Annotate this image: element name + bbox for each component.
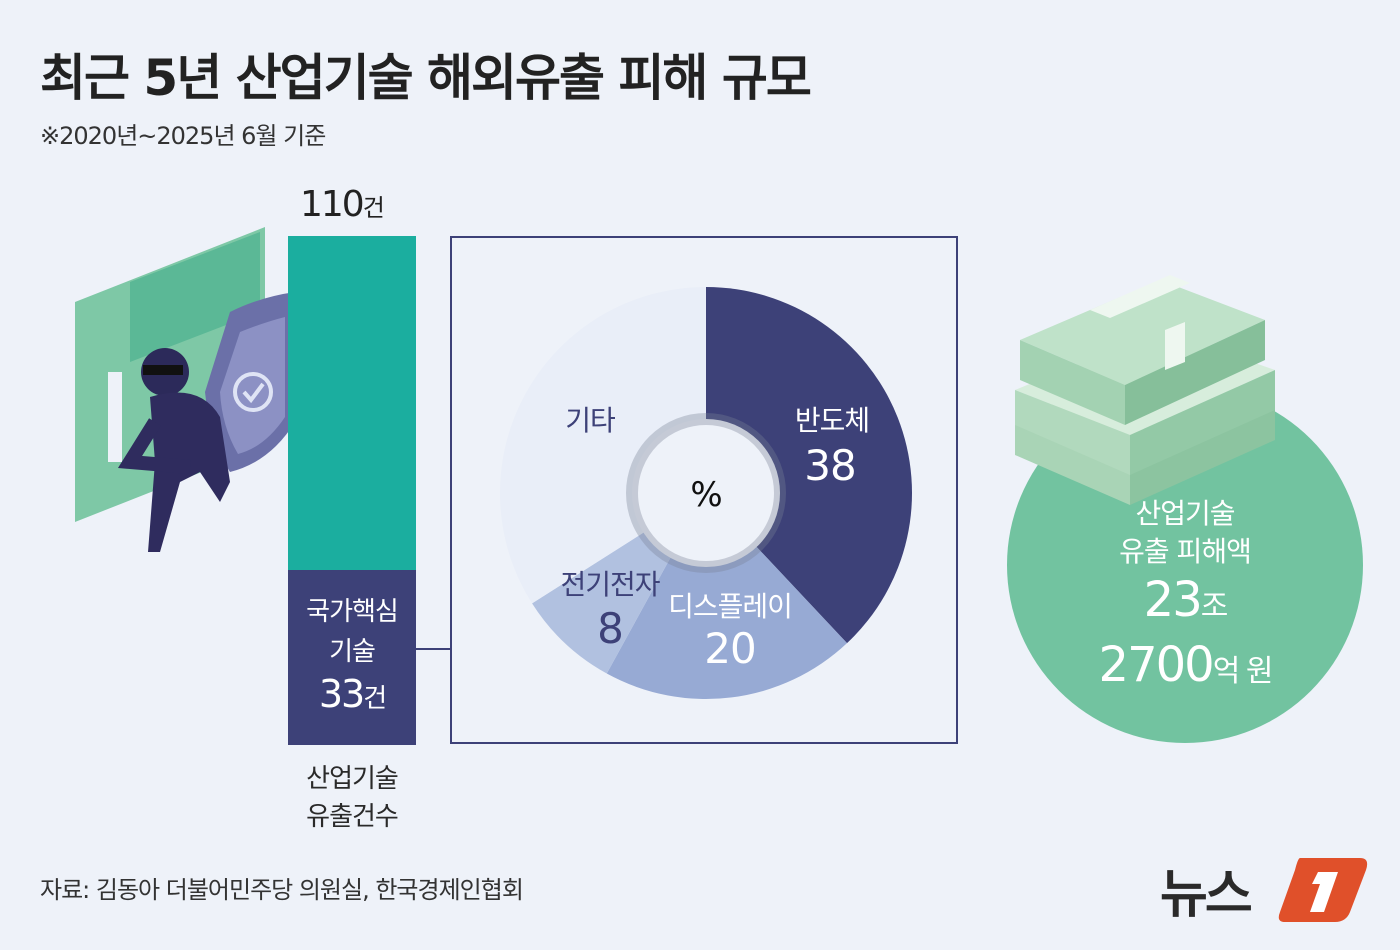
money-stack-illustration (1015, 275, 1275, 505)
damage-unit-1: 조 (1200, 589, 1229, 624)
safe-panel (130, 232, 260, 362)
pie-chart-box: % 반도체 38 디스플레이 20 전기전자 8 기타 (450, 236, 958, 744)
thief-mask (143, 365, 183, 375)
thief-illustration (75, 227, 295, 552)
bar-total-label: 110건 (300, 184, 385, 225)
damage-label-1: 산업기술 (1135, 497, 1235, 530)
pie-center-hole (626, 413, 786, 573)
bar-total-value: 110 (300, 184, 365, 225)
pie-slice-1 (606, 493, 848, 699)
page-title: 최근 5년 산업기술 해외유출 피해 규모 (40, 49, 812, 107)
check-circle-icon (233, 372, 273, 412)
damage-value-2: 2700 (1098, 637, 1215, 693)
source-note: 자료: 김동아 더불어민주당 의원실, 한국경제인협회 (40, 876, 524, 904)
bar-total-segment (288, 236, 416, 570)
bar-core-label-2: 기술 (329, 637, 376, 667)
subtitle: ※2020년~2025년 6월 기준 (40, 122, 326, 150)
pie-value-0: 38 (804, 441, 855, 490)
check-icon (242, 382, 265, 404)
pie-value-2: 8 (597, 604, 623, 653)
pie-label-1: 디스플레이 (668, 590, 792, 623)
svg-text:뉴스: 뉴스 (1160, 865, 1252, 925)
bar-caption-2: 유출건수 (306, 802, 399, 832)
pie-center-label: % (690, 475, 721, 515)
shield-inner (220, 317, 285, 454)
thief-arm (117, 418, 191, 474)
bar-core-segment: 국가핵심 기술 33건 (288, 570, 416, 745)
connector-line (416, 648, 450, 650)
safe-handle (108, 372, 122, 462)
bar-total-unit: 건 (362, 194, 385, 222)
bar-caption: 산업기술 유출건수 (288, 760, 416, 836)
money-bundle-top (1020, 275, 1265, 425)
news1-logo: 뉴스 (1160, 858, 1368, 925)
pie-value-1: 20 (704, 624, 755, 673)
pie-label-0: 반도체 (795, 404, 869, 437)
bar-core-label: 국가핵심 (306, 597, 399, 627)
damage-unit-2: 억 원 (1212, 654, 1274, 689)
damage-text: 산업기술 유출 피해액 23조 2700억 원 (1007, 495, 1363, 701)
damage-label-2: 유출 피해액 (1119, 535, 1252, 568)
pie-label-2: 전기전자 (560, 568, 659, 601)
pie-slice-0 (706, 287, 912, 644)
pie-label-3: 기타 (565, 404, 615, 437)
bar-caption-1: 산업기술 (306, 764, 399, 794)
bar-core-value: 33 (318, 672, 365, 716)
bar-core-unit: 건 (363, 684, 387, 714)
damage-value-1: 23 (1143, 572, 1203, 628)
